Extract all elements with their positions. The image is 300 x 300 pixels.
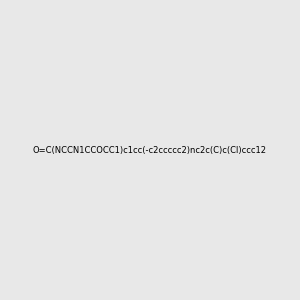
Text: O=C(NCCN1CCOCC1)c1cc(-c2ccccc2)nc2c(C)c(Cl)ccc12: O=C(NCCN1CCOCC1)c1cc(-c2ccccc2)nc2c(C)c(… (33, 146, 267, 154)
